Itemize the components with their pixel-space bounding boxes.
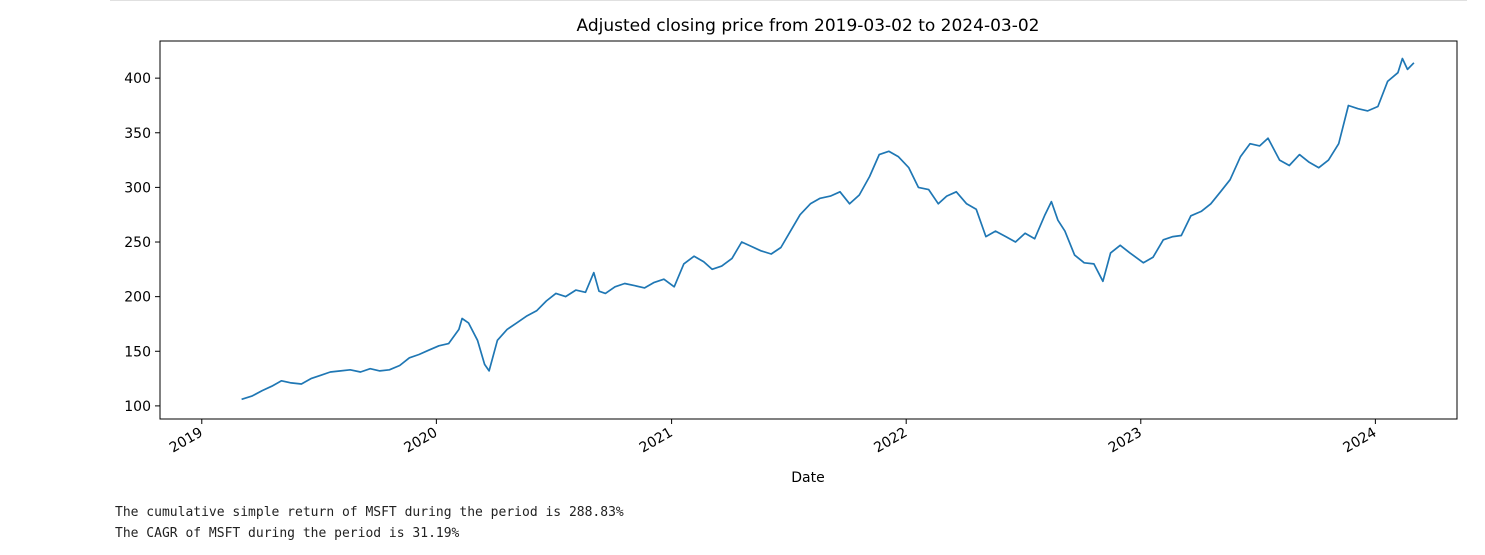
x-axis-label: Date (791, 470, 824, 486)
chart-title: Adjusted closing price from 2019-03-02 t… (577, 16, 1040, 36)
x-axis: 2019 2020 2021 2022 2023 2024 (167, 419, 1380, 457)
y-tick-label: 100 (124, 399, 151, 415)
x-tick-label: 2023 (1106, 425, 1145, 457)
x-tick-label: 2024 (1341, 425, 1380, 457)
cell-top-border (110, 0, 1467, 1)
cumulative-return-text: The cumulative simple return of MSFT dur… (115, 505, 624, 520)
x-tick-label: 2022 (871, 425, 910, 457)
y-tick-label: 250 (124, 235, 151, 251)
y-tick-label: 350 (124, 126, 151, 142)
price-chart: Adjusted closing price from 2019-03-02 t… (124, 16, 1458, 486)
price-line (241, 57, 1415, 401)
y-tick-label: 400 (124, 71, 151, 87)
x-tick-label: 2020 (402, 425, 441, 457)
plot-area (159, 40, 1458, 420)
cagr-text: The CAGR of MSFT during the period is 31… (115, 526, 460, 541)
y-axis: 100 150 200 250 300 350 400 (124, 71, 160, 415)
y-tick-label: 200 (124, 290, 151, 306)
cell-output: The cumulative simple return of MSFT dur… (115, 502, 624, 544)
x-tick-label: 2019 (167, 425, 206, 457)
y-tick-label: 150 (124, 344, 151, 360)
x-tick-label: 2021 (637, 425, 676, 457)
y-tick-label: 300 (124, 180, 151, 196)
